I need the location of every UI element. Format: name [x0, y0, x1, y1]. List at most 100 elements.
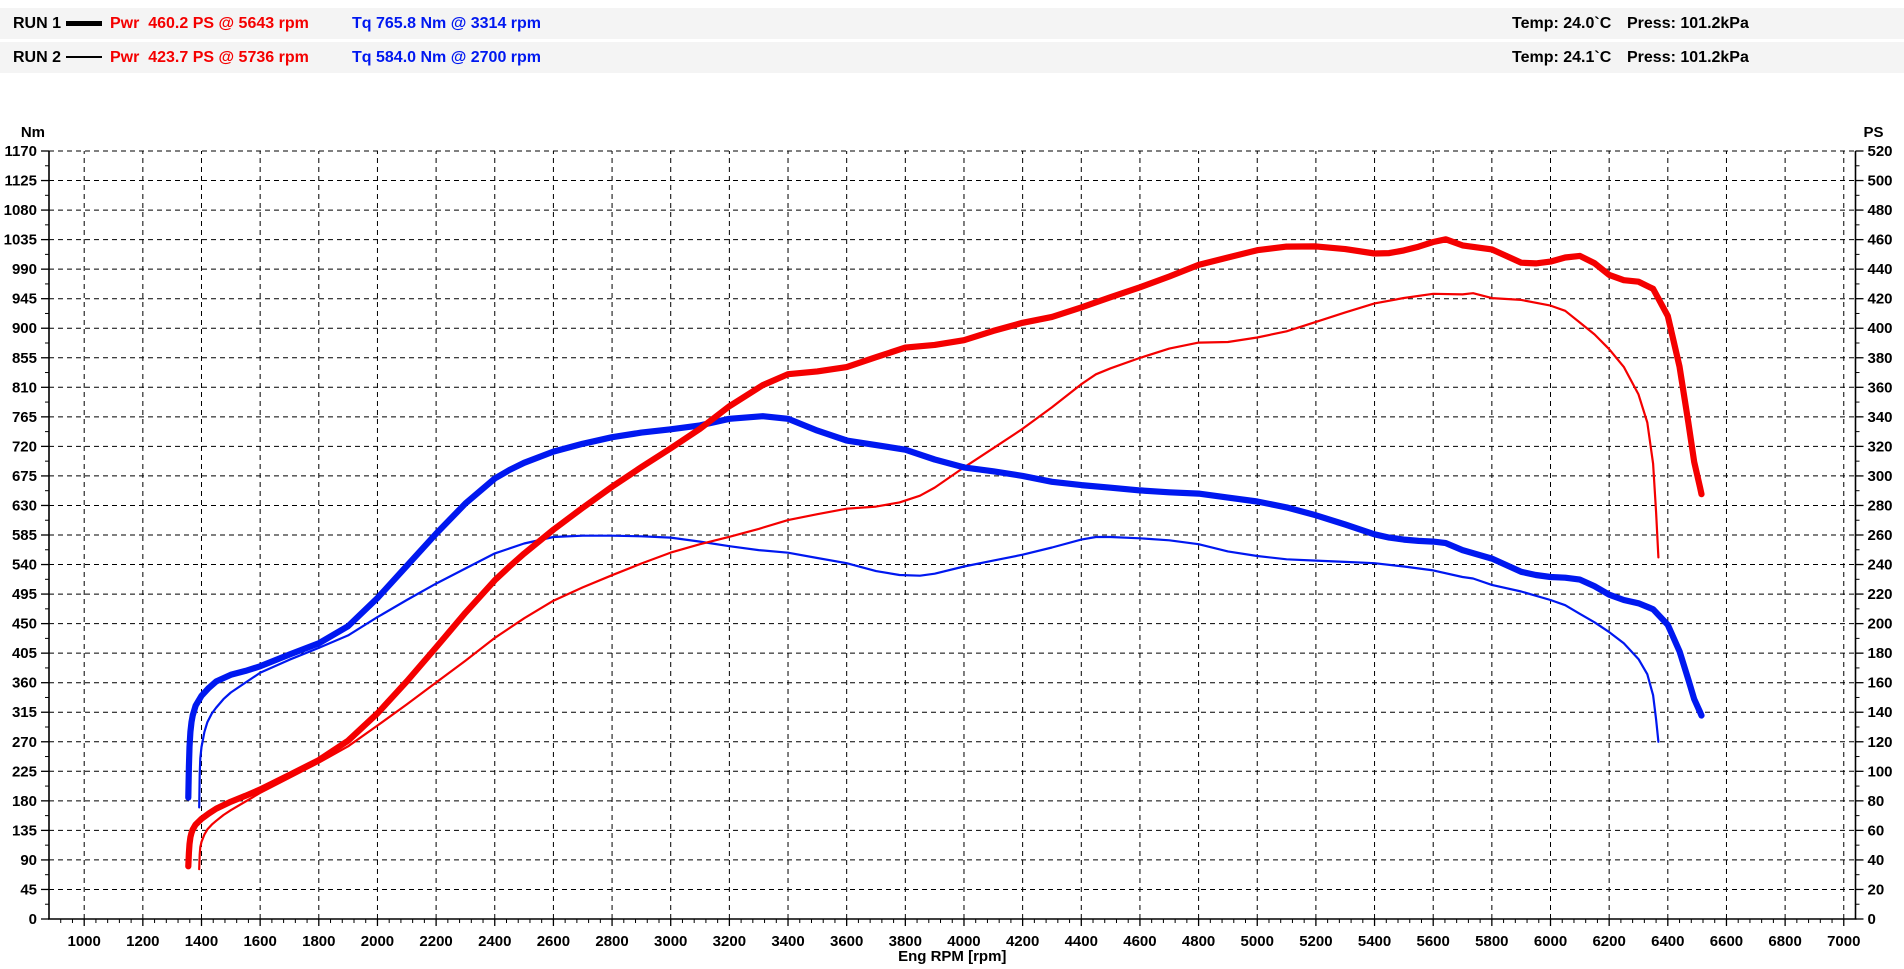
left-tick-label: 855	[12, 350, 37, 367]
left-axis-ticks	[41, 150, 49, 920]
left-tick-label: 990	[12, 261, 37, 278]
left-tick-label: 45	[20, 881, 37, 898]
right-tick-label: 180	[1868, 645, 1893, 662]
run1-label: RUN 1	[13, 15, 62, 32]
left-tick-label: 180	[12, 793, 37, 810]
x-tick-label: 7000	[1827, 933, 1860, 950]
x-tick-label: 1800	[302, 933, 335, 950]
left-tick-label: 90	[20, 852, 37, 869]
x-tick-label: 6800	[1768, 933, 1801, 950]
left-tick-label: 675	[12, 468, 37, 485]
x-axis-title: Eng RPM [rpm]	[898, 948, 1006, 965]
right-tick-label: 260	[1868, 527, 1893, 544]
right-tick-label: 460	[1868, 232, 1893, 249]
right-tick-label: 520	[1868, 143, 1893, 160]
right-tick-label: 300	[1868, 468, 1893, 485]
x-tick-label: 5600	[1417, 933, 1450, 950]
x-tick-label: 5200	[1299, 933, 1332, 950]
left-tick-label: 360	[12, 675, 37, 692]
x-tick-label: 2600	[537, 933, 570, 950]
right-tick-label: 380	[1868, 350, 1893, 367]
right-tick-label: 80	[1868, 793, 1885, 810]
left-tick-label: 945	[12, 291, 37, 308]
x-tick-label: 4400	[1065, 933, 1098, 950]
x-tick-label: 1400	[185, 933, 218, 950]
left-tick-label: 1035	[4, 232, 37, 249]
x-tick-label: 5800	[1475, 933, 1508, 950]
left-tick-label: 1080	[4, 202, 37, 219]
left-tick-label: 1170	[4, 143, 37, 160]
run2-legend-row: RUN 2 Pwr 423.7 PS @ 5736 rpm Tq 584.0 N…	[0, 42, 1904, 73]
x-tick-label: 3600	[830, 933, 863, 950]
x-tick-label: 6600	[1710, 933, 1743, 950]
run1-torque-curve	[185, 413, 1705, 801]
right-tick-label: 100	[1868, 763, 1893, 780]
right-tick-label: 220	[1868, 586, 1893, 603]
x-tick-label: 6000	[1534, 933, 1567, 950]
right-tick-label: 120	[1868, 734, 1893, 751]
right-tick-label: 140	[1868, 704, 1893, 721]
left-tick-label: 585	[12, 527, 37, 544]
run1-temperature: Temp: 24.0`C	[1512, 15, 1612, 32]
right-tick-label: 280	[1868, 497, 1893, 514]
left-tick-label: 405	[12, 645, 37, 662]
x-axis-labels: 1000 1200 1400 1600 1800 2000 2200 2400 2600 2800…	[68, 933, 1861, 950]
right-tick-label: 60	[1868, 822, 1885, 839]
x-tick-label: 6200	[1592, 933, 1625, 950]
x-tick-label: 3400	[771, 933, 804, 950]
right-tick-label: 360	[1868, 379, 1893, 396]
left-axis-labels: 0 45 90 135 180 225 270 315 360 405 450 495 540 585 63…	[4, 143, 37, 928]
left-tick-label: 540	[12, 557, 37, 574]
run2-power-curve	[198, 292, 1660, 871]
left-tick-label: 315	[12, 704, 37, 721]
x-tick-label: 1600	[243, 933, 276, 950]
x-tick-label: 3800	[889, 933, 922, 950]
left-axis-title: Nm	[21, 124, 45, 141]
right-tick-label: 160	[1868, 675, 1893, 692]
x-tick-label: 2200	[419, 933, 452, 950]
right-tick-label: 480	[1868, 202, 1893, 219]
run2-temperature: Temp: 24.1`C	[1512, 49, 1612, 66]
left-tick-label: 495	[12, 586, 37, 603]
x-tick-label: 4800	[1182, 933, 1215, 950]
x-tick-label: 3200	[713, 933, 746, 950]
x-tick-label: 2000	[361, 933, 394, 950]
left-tick-label: 720	[12, 438, 37, 455]
y-gridlines	[49, 150, 1856, 890]
run1-torque-peak: Tq 765.8 Nm @ 3314 rpm	[352, 15, 542, 32]
run1-pressure: Press: 101.2kPa	[1627, 15, 1749, 32]
run2-torque-peak: Tq 584.0 Nm @ 2700 rpm	[352, 49, 542, 66]
x-tick-label: 2400	[478, 933, 511, 950]
x-tick-label: 4600	[1123, 933, 1156, 950]
run1-legend-row: RUN 1 Pwr 460.2 PS @ 5643 rpm Tq 765.8 N…	[0, 8, 1904, 39]
x-tick-label: 5000	[1241, 933, 1274, 950]
run1-line-style-icon	[66, 21, 102, 26]
x-tick-label: 4000	[947, 933, 980, 950]
right-tick-label: 500	[1868, 173, 1893, 190]
right-axis-ticks	[1855, 150, 1864, 920]
left-tick-label: 270	[12, 734, 37, 751]
run1-power-peak: Pwr 460.2 PS @ 5643 rpm	[110, 15, 309, 32]
right-tick-label: 40	[1868, 852, 1885, 869]
axis-titles: Nm PS Eng RPM [rpm]	[21, 124, 1884, 965]
left-tick-label: 225	[12, 763, 37, 780]
x-tick-label: 1000	[68, 933, 101, 950]
x-tick-label: 4200	[1006, 933, 1039, 950]
right-tick-label: 440	[1868, 261, 1893, 278]
run2-label: RUN 2	[13, 49, 62, 66]
left-tick-label: 900	[12, 320, 37, 337]
right-tick-label: 0	[1868, 911, 1876, 928]
right-tick-label: 240	[1868, 557, 1893, 574]
left-tick-label: 630	[12, 497, 37, 514]
right-tick-label: 20	[1868, 881, 1885, 898]
right-tick-label: 320	[1868, 438, 1893, 455]
run2-power-peak: Pwr 423.7 PS @ 5736 rpm	[110, 49, 309, 66]
left-tick-label: 1125	[4, 173, 37, 190]
x-tick-label: 3000	[654, 933, 687, 950]
left-tick-label: 450	[12, 616, 37, 633]
x-tick-label: 5400	[1358, 933, 1391, 950]
left-tick-label: 135	[12, 822, 37, 839]
run2-line-style-icon	[66, 56, 102, 58]
